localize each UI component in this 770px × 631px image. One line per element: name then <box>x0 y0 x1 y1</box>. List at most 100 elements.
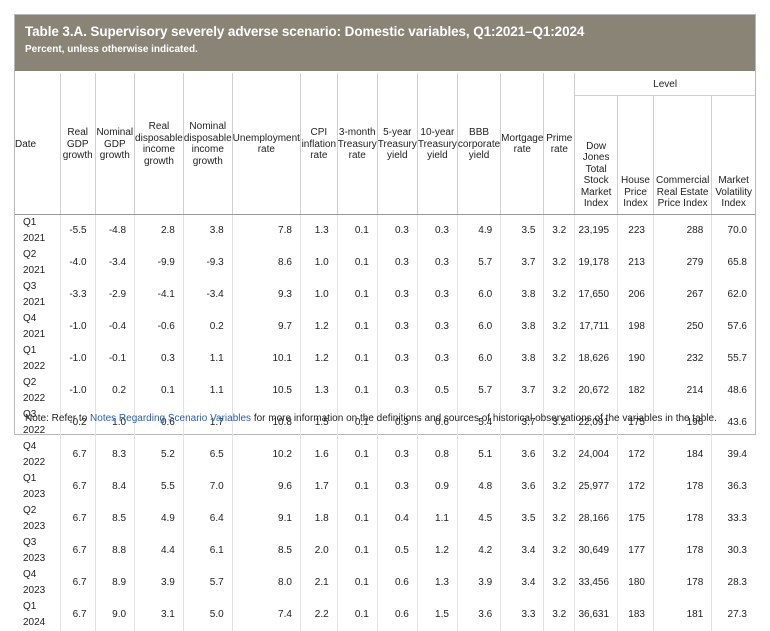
col-header: 3-month Treasury rate <box>336 73 378 215</box>
table-cell: 9.7 <box>231 310 301 343</box>
row-date: Q4 2022 <box>23 440 46 468</box>
table-cell: 0.6 <box>134 406 184 439</box>
table-cell: 4.9 <box>134 502 184 535</box>
table-cell: 1.2 <box>416 534 458 567</box>
table-cell: -3.4 <box>182 278 233 311</box>
table-cell: 3.2 <box>543 342 575 375</box>
table-cell: 0.1 <box>336 278 378 311</box>
table-cell: 175 <box>617 406 654 439</box>
table-cell: 3.5 <box>500 214 544 247</box>
table-cell: 0.3 <box>376 310 418 343</box>
row-date: Q1 2023 <box>23 472 46 500</box>
row-date: Q3 2021 <box>23 280 46 308</box>
table-cell: 190 <box>617 342 654 375</box>
col-header: 10-year Treasury yield <box>416 73 458 215</box>
table-cell: 9.1 <box>231 502 301 535</box>
table-cell: 18,626 <box>574 342 618 375</box>
table-cell: 3.6 <box>500 438 544 471</box>
note-suffix: for more information on the definitions … <box>251 413 717 424</box>
table-row: Q2 2022 -1.0 0.2 0.1 1.1 10.5 1.3 0.1 0.3 0.5 5.7 3… <box>15 374 755 407</box>
table-cell: 9.3 <box>231 278 301 311</box>
table-cell: 1.1 <box>182 342 233 375</box>
table-cell: 10.2 <box>231 438 301 471</box>
table-cell: 8.5 <box>231 534 301 567</box>
table-cell: 55.7 <box>711 342 755 375</box>
row-date: Q4 2023 <box>23 568 46 596</box>
table-cell: 8.4 <box>94 470 135 503</box>
row-date: Q2 2021 <box>23 248 46 276</box>
table-cell: 5.7 <box>456 246 501 279</box>
table-cell: 3.9 <box>456 566 501 599</box>
table-cell: 6.0 <box>456 278 501 311</box>
table-banner: Table 3.A. Supervisory severely adverse … <box>15 15 755 71</box>
table-cell: 0.3 <box>416 310 458 343</box>
header-group-row: Date Real GDP growth Nominal GDP growth … <box>15 73 755 215</box>
table-cell: 23,195 <box>574 214 618 247</box>
notes-link[interactable]: Notes Regarding Scenario Variables <box>90 413 252 424</box>
table-cell: 1.7 <box>299 470 338 503</box>
table-cell: 6.5 <box>182 438 233 471</box>
table-row: Q1 2022 -1.0 -0.1 0.3 1.1 10.1 1.2 0.1 0.3 0.3 6.0… <box>15 342 755 375</box>
table-cell: -5.5 <box>59 214 96 247</box>
table-cell: 2.0 <box>299 534 338 567</box>
col-header: Market Volatility Index <box>711 95 755 215</box>
table-row: Q4 2021 -1.0 -0.4 -0.6 0.2 9.7 1.2 0.1 0.3 0.3 6.0… <box>15 310 755 343</box>
table-cell: 0.3 <box>376 406 418 439</box>
table-row: Q4 2022 6.7 8.3 5.2 6.5 10.2 1.6 0.1 0.3 0.8 5.1 3.… <box>15 438 755 471</box>
table-cell: 1.3 <box>299 374 338 407</box>
table-row: Q2 2023 6.7 8.5 4.9 6.4 9.1 1.8 0.1 0.4 1.1 4.5 3.5… <box>15 502 755 535</box>
table-row: Q1 2023 6.7 8.4 5.5 7.0 9.6 1.7 0.1 0.3 0.9 4.8 3.6… <box>15 470 755 503</box>
table-cell: 178 <box>652 534 712 567</box>
table-cell: 198 <box>617 310 654 343</box>
table-cell: 17,711 <box>574 310 618 343</box>
table-cell: 180 <box>617 566 654 599</box>
table-cell: 0.6 <box>376 566 418 599</box>
table-cell: 3.7 <box>500 374 544 407</box>
table-cell: 0.1 <box>336 246 378 279</box>
table-cell: 25,977 <box>574 470 618 503</box>
table-row: Q3 2022 -0.2 1.0 0.6 1.7 10.8 1.5 0.1 0.3 0.6 5.4 3… <box>15 406 755 439</box>
table-cell: 36.3 <box>711 470 755 503</box>
table-cell: 4.8 <box>456 470 501 503</box>
table-cell: 2.1 <box>299 566 338 599</box>
table-cell: 0.1 <box>134 374 184 407</box>
table-cell: 0.3 <box>416 342 458 375</box>
table-row: Q3 2023 6.7 8.8 4.4 6.1 8.5 2.0 0.1 0.5 1.2 4.2 3.4… <box>15 534 755 567</box>
table-cell: 3.8 <box>182 214 233 247</box>
table-cell: -9.3 <box>182 246 233 279</box>
table-cell: 4.5 <box>456 502 501 535</box>
table-cell: 30,649 <box>574 534 618 567</box>
table-cell: 3.2 <box>543 246 575 279</box>
table-cell: 0.1 <box>336 342 378 375</box>
table-cell: -1.0 <box>59 310 96 343</box>
row-date: Q1 2024 <box>23 600 46 628</box>
table-title: Table 3.A. Supervisory severely adverse … <box>25 24 585 39</box>
table-cell: 0.3 <box>376 278 418 311</box>
table-cell: 172 <box>617 438 654 471</box>
table-row: Q4 2023 6.7 8.9 3.9 5.7 8.0 2.1 0.1 0.6 1.3 3.9 3.4… <box>15 566 755 599</box>
table-cell: 0.4 <box>376 502 418 535</box>
col-header: 5-year Treasury yield <box>376 73 418 215</box>
table-cell: 27.3 <box>711 598 755 631</box>
table-cell: 19,178 <box>574 246 618 279</box>
table-cell: 6.1 <box>182 534 233 567</box>
table-cell: 1.8 <box>299 502 338 535</box>
table-cell: 250 <box>652 310 712 343</box>
table-cell: 213 <box>617 246 654 279</box>
table-cell: 3.2 <box>543 214 575 247</box>
table-cell: 3.2 <box>543 438 575 471</box>
table-cell: 223 <box>617 214 654 247</box>
table-cell: 0.3 <box>416 214 458 247</box>
table-cell: 2.8 <box>134 214 184 247</box>
table-cell: 3.9 <box>134 566 184 599</box>
table-cell: 183 <box>617 598 654 631</box>
table-cell: 0.2 <box>94 374 135 407</box>
table-cell: 0.6 <box>416 406 458 439</box>
table-cell: -2.9 <box>94 278 135 311</box>
table-cell: 175 <box>617 502 654 535</box>
table-cell: 0.3 <box>376 438 418 471</box>
table-cell: 1.6 <box>299 438 338 471</box>
table-cell: 3.2 <box>543 310 575 343</box>
table-cell: 3.2 <box>543 502 575 535</box>
col-header: Mortgage rate <box>500 73 544 215</box>
